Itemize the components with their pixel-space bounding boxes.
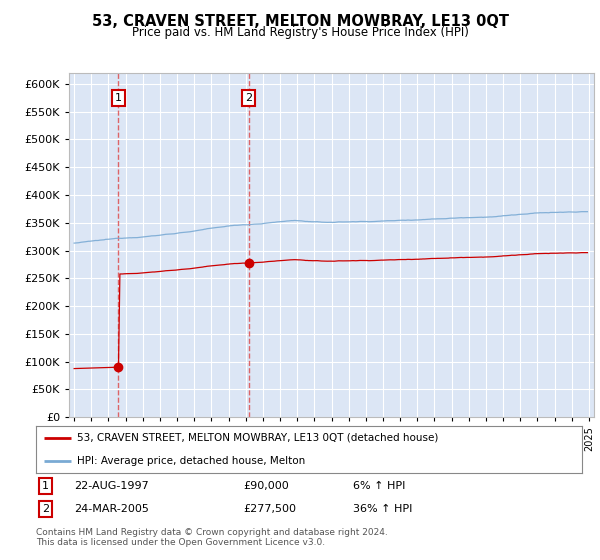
Text: 24-MAR-2005: 24-MAR-2005: [74, 504, 149, 514]
Text: 53, CRAVEN STREET, MELTON MOWBRAY, LE13 0QT (detached house): 53, CRAVEN STREET, MELTON MOWBRAY, LE13 …: [77, 432, 439, 442]
Text: 53, CRAVEN STREET, MELTON MOWBRAY, LE13 0QT: 53, CRAVEN STREET, MELTON MOWBRAY, LE13 …: [91, 14, 509, 29]
Text: Price paid vs. HM Land Registry's House Price Index (HPI): Price paid vs. HM Land Registry's House …: [131, 26, 469, 39]
Text: 1: 1: [115, 93, 122, 103]
Text: 1: 1: [42, 481, 49, 491]
Text: 6% ↑ HPI: 6% ↑ HPI: [353, 481, 405, 491]
Text: 2: 2: [42, 504, 49, 514]
Text: 22-AUG-1997: 22-AUG-1997: [74, 481, 149, 491]
Text: £277,500: £277,500: [244, 504, 296, 514]
Text: £90,000: £90,000: [244, 481, 289, 491]
Text: Contains HM Land Registry data © Crown copyright and database right 2024.
This d: Contains HM Land Registry data © Crown c…: [36, 528, 388, 547]
Text: 2: 2: [245, 93, 252, 103]
Text: HPI: Average price, detached house, Melton: HPI: Average price, detached house, Melt…: [77, 456, 305, 466]
Text: 36% ↑ HPI: 36% ↑ HPI: [353, 504, 412, 514]
